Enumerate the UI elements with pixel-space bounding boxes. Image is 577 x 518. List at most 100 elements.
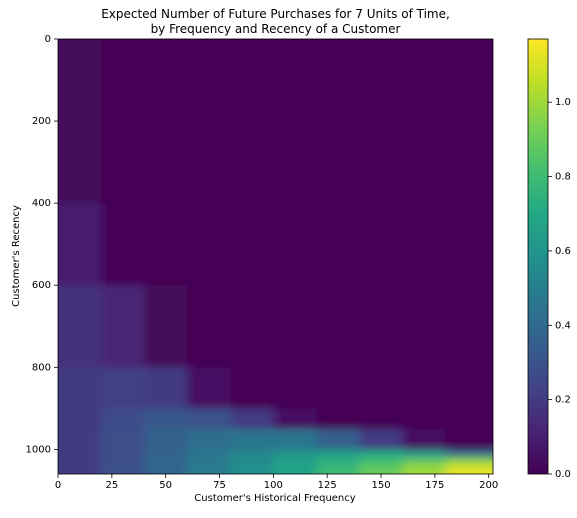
heatmap-cell — [187, 39, 231, 204]
heatmap-cell — [101, 367, 145, 409]
heatmap-cell — [445, 285, 493, 368]
heatmap-cell — [273, 465, 317, 474]
heatmap-cell — [230, 367, 274, 409]
heatmap-cell — [144, 408, 188, 430]
heatmap-cell — [144, 465, 188, 474]
heatmap-cell — [230, 203, 274, 286]
x-tick-label: 25 — [105, 480, 118, 491]
heatmap-cell — [402, 457, 447, 467]
heatmap-cell — [445, 428, 493, 450]
x-tick-label: 125 — [318, 480, 337, 491]
heatmap-cell — [273, 449, 317, 459]
heatmap-cell — [316, 457, 360, 467]
heatmap-cell — [144, 449, 188, 459]
heatmap-cell — [58, 285, 102, 368]
y-axis-label: Customer's Recency — [11, 205, 22, 307]
heatmap-cell — [445, 408, 493, 430]
x-tick-label: 100 — [264, 480, 283, 491]
heatmap-cell — [101, 408, 145, 430]
y-tick-label: 600 — [32, 280, 51, 291]
heatmap-cell — [445, 367, 493, 409]
heatmap-cell — [402, 203, 447, 286]
heatmap-cell — [316, 449, 360, 459]
heatmap-cell — [445, 457, 493, 467]
x-tick-label: 0 — [55, 480, 61, 491]
heatmap-cell — [359, 465, 404, 474]
heatmap-cell — [316, 203, 360, 286]
heatmap-cell — [58, 457, 102, 467]
heatmap-cell — [445, 203, 493, 286]
heatmap-cell — [359, 457, 404, 467]
heatmap-cell — [101, 39, 145, 204]
colorbar-tick-label: 0.0 — [555, 469, 571, 480]
heatmap-cell — [316, 408, 360, 430]
heatmap — [58, 39, 493, 474]
y-tick-label: 800 — [32, 362, 51, 373]
heatmap-cell — [445, 39, 493, 204]
x-tick-label: 150 — [371, 480, 390, 491]
heatmap-cell — [402, 408, 447, 430]
heatmap-cell — [230, 428, 274, 450]
heatmap-cell — [58, 203, 102, 286]
heatmap-cell — [101, 465, 145, 474]
heatmap-cell — [402, 449, 447, 459]
heatmap-cell — [187, 408, 231, 430]
heatmap-cell — [144, 285, 188, 368]
heatmap-cell — [273, 203, 317, 286]
heatmap-cell — [187, 285, 231, 368]
heatmap-cell — [359, 203, 404, 286]
heatmap-cell — [58, 449, 102, 459]
y-tick-label: 200 — [32, 116, 51, 127]
heatmap-cell — [144, 457, 188, 467]
x-tick-label: 50 — [159, 480, 172, 491]
heatmap-cell — [187, 465, 231, 474]
heatmap-cell — [402, 367, 447, 409]
heatmap-cell — [230, 408, 274, 430]
heatmap-cell — [101, 449, 145, 459]
colorbar-tick-label: 0.6 — [555, 246, 571, 257]
heatmap-cell — [273, 457, 317, 467]
heatmap-cell — [101, 285, 145, 368]
heatmap-cell — [273, 428, 317, 450]
plot-frame — [57, 38, 494, 475]
colorbar-tick-label: 0.8 — [555, 172, 571, 183]
heatmap-cell — [316, 285, 360, 368]
heatmap-cell — [230, 457, 274, 467]
heatmap-cell — [402, 465, 447, 474]
colorbar-tick-label: 0.2 — [555, 395, 571, 406]
heatmap-cell — [144, 367, 188, 409]
heatmap-cell — [58, 465, 102, 474]
heatmap-cell — [445, 449, 493, 459]
heatmap-cell — [230, 465, 274, 474]
heatmap-cell — [273, 367, 317, 409]
heatmap-cell — [144, 428, 188, 450]
heatmap-cell — [316, 465, 360, 474]
heatmap-cell — [230, 449, 274, 459]
heatmap-cell — [359, 408, 404, 430]
heatmap-cell — [187, 449, 231, 459]
heatmap-cell — [273, 285, 317, 368]
heatmap-cell — [101, 203, 145, 286]
heatmap-cell — [187, 457, 231, 467]
heatmap-cell — [316, 428, 360, 450]
x-tick-label: 175 — [425, 480, 444, 491]
heatmap-cell — [402, 285, 447, 368]
heatmap-cell — [187, 203, 231, 286]
heatmap-cell — [187, 367, 231, 409]
heatmap-cell — [359, 449, 404, 459]
y-tick-label: 400 — [32, 198, 51, 209]
y-tick-label: 0 — [45, 34, 51, 45]
heatmap-cell — [273, 408, 317, 430]
x-tick-label: 75 — [213, 480, 226, 491]
y-tick-label: 1000 — [26, 444, 51, 455]
colorbar-tick-label: 1.0 — [555, 97, 571, 108]
heatmap-cell — [187, 428, 231, 450]
heatmap-cell — [230, 285, 274, 368]
heatmap-cell — [58, 39, 102, 204]
heatmap-cell — [58, 367, 102, 409]
heatmap-cell — [402, 39, 447, 204]
heatmap-cell — [359, 367, 404, 409]
heatmap-cell — [359, 39, 404, 204]
